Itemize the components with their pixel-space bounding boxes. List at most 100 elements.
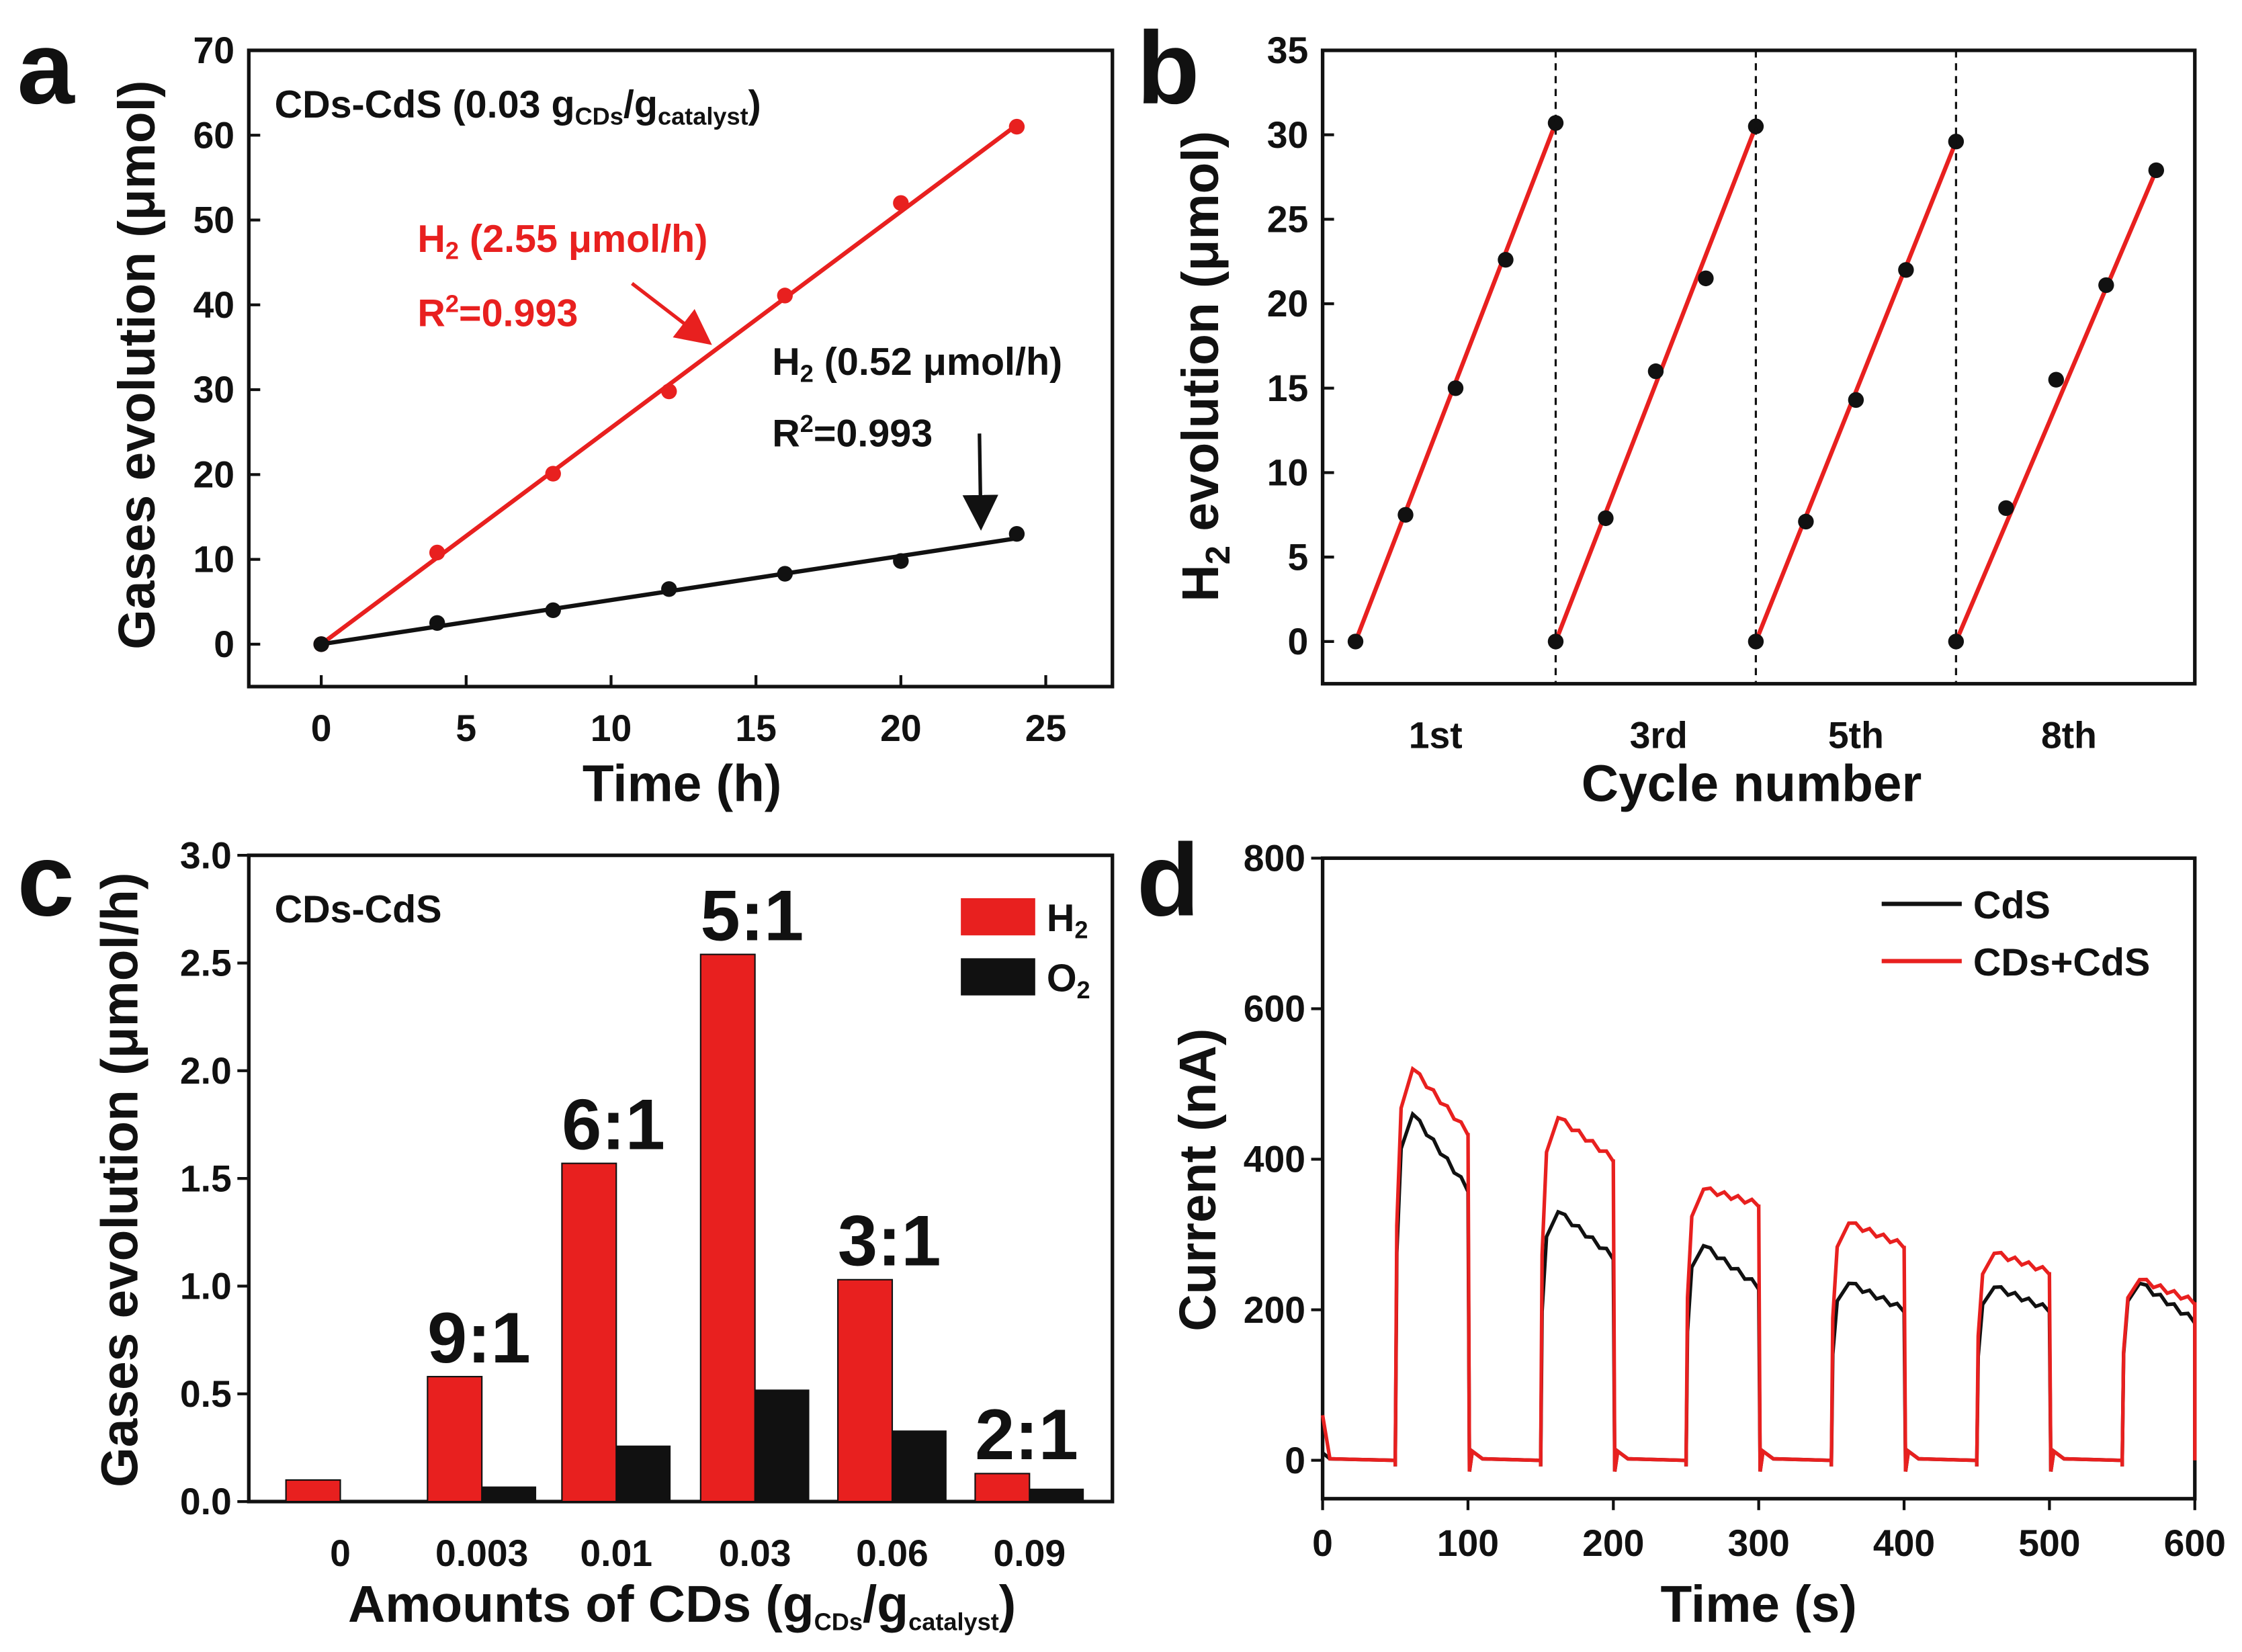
b-fit-line-cycle-2 (1553, 125, 1758, 643)
a-data-point-1 (893, 553, 909, 569)
a-y-tick-label: 20 (193, 453, 234, 495)
a-x-tick-label: 20 (880, 707, 922, 749)
b-data-point (1748, 634, 1764, 650)
c-bar-o2 (1029, 1488, 1084, 1502)
b-data-point (1698, 270, 1714, 287)
c-bar-h2 (837, 1278, 894, 1503)
d-x-tick-label: 200 (1582, 1522, 1644, 1564)
c-x-tick-label: 0.003 (435, 1532, 528, 1574)
d-x-tick-label: 600 (2164, 1522, 2226, 1564)
c-bar-o2 (892, 1430, 947, 1502)
b-x-axis-title: Cycle number (1582, 755, 1922, 812)
a-data-point-1 (777, 566, 793, 582)
a-y-tick-label: 10 (193, 539, 234, 580)
panel-label-c: c (17, 823, 75, 938)
a-black-arrow (962, 433, 998, 531)
a-red-arrow (631, 281, 712, 345)
a-data-point-0 (777, 288, 793, 304)
c-ratio-label: 6:1 (562, 1084, 665, 1164)
b-y-tick-label: 35 (1267, 30, 1309, 71)
a-data-point-0 (1008, 118, 1025, 135)
d-y-tick-label: 800 (1244, 838, 1305, 879)
c-y-tick-label: 0.0 (180, 1481, 232, 1522)
b-data-point (2048, 372, 2065, 388)
a-x-tick-label: 15 (735, 707, 777, 749)
c-y-tick-label: 1.0 (180, 1266, 232, 1307)
c-y-tick-label: 0.5 (180, 1373, 232, 1415)
a-x-tick-label: 25 (1025, 707, 1067, 749)
b-data-point (1798, 513, 1814, 530)
b-data-point (1898, 262, 1914, 278)
a-y-tick-label: 40 (193, 284, 234, 326)
b-data-point (1948, 634, 1965, 650)
a-data-point-1 (661, 581, 677, 597)
b-data-point (1498, 252, 1514, 268)
a-y-tick-label: 0 (214, 623, 234, 665)
c-y-tick-label: 2.5 (180, 943, 232, 984)
c-ratio-label: 2:1 (975, 1395, 1078, 1475)
d-x-tick-label: 400 (1873, 1522, 1935, 1564)
a-x-tick-label: 10 (591, 707, 632, 749)
b-y-axis-title: H2 evolution (μmol) (1172, 131, 1237, 602)
d-y-tick-label: 200 (1244, 1289, 1305, 1331)
d-x-tick-label: 100 (1437, 1522, 1499, 1564)
a-y-axis-title: Gases evolution (μmol) (109, 81, 166, 650)
c-sample-annotation: CDs-CdS (275, 888, 442, 931)
c-bar-o2 (482, 1486, 537, 1502)
c-legend-swatch-H2 (961, 898, 1035, 936)
b-x-tick-label: 5th (1828, 715, 1884, 756)
c-x-tick-label: 0 (330, 1532, 351, 1574)
b-y-tick-label: 20 (1267, 283, 1309, 324)
a-y-tick-label: 60 (193, 114, 234, 156)
a-data-point-1 (313, 636, 329, 652)
c-legend-label-O2: O2 (1047, 957, 1090, 1004)
d-y-tick-label: 0 (1285, 1440, 1305, 1481)
a-x-tick-label: 0 (311, 707, 332, 749)
a-x-axis-title: Time (h) (583, 755, 782, 812)
c-x-tick-label: 0.03 (719, 1532, 791, 1574)
c-bar-o2 (754, 1389, 810, 1502)
b-x-tick-label: 8th (2041, 715, 2097, 756)
a-data-point-0 (429, 544, 445, 561)
c-x-axis-title: Amounts of CDs (gCDs/gcatalyst) (348, 1576, 1016, 1636)
b-y-tick-label: 0 (1288, 621, 1309, 662)
b-y-tick-label: 15 (1267, 367, 1309, 409)
b-plot-frame (1320, 48, 2197, 686)
c-x-tick-label: 0.01 (580, 1532, 652, 1574)
a-data-point-1 (429, 615, 445, 632)
a-y-tick-label: 30 (193, 369, 234, 410)
d-x-tick-label: 0 (1312, 1522, 1333, 1564)
c-ratio-label: 5:1 (701, 875, 804, 955)
b-data-point (1998, 500, 2014, 516)
c-ratio-label: 9:1 (427, 1298, 531, 1378)
b-data-point (1748, 118, 1764, 134)
panel-label-d: d (1137, 823, 1200, 938)
panel-label-b: b (1137, 11, 1200, 126)
a-y-tick-label: 70 (193, 30, 234, 71)
b-data-point (2098, 277, 2114, 294)
b-y-tick-label: 10 (1267, 452, 1309, 494)
a-black-r2-label: R2=0.993 (772, 410, 933, 455)
d-legend-label: CDs+CdS (1973, 941, 2150, 984)
d-x-tick-label: 500 (2018, 1522, 2080, 1564)
b-y-tick-label: 5 (1288, 536, 1309, 578)
c-x-tick-label: 0.06 (856, 1532, 929, 1574)
b-fit-line-cycle-4 (1954, 169, 2159, 643)
d-y-axis-title: Current (nA) (1170, 1029, 1227, 1332)
c-bar-o2 (616, 1445, 671, 1502)
a-red-r2-label: R2=0.993 (417, 290, 578, 335)
a-data-point-1 (1008, 526, 1025, 542)
a-red-rate-label: H2 (2.55 μmol/h) (417, 218, 707, 265)
a-sample-annotation: CDs-CdS (0.03 gCDs/gcatalyst) (275, 83, 761, 130)
b-x-tick-label: 3rd (1630, 715, 1688, 756)
c-y-axis-title: Gases evolution (μmol/h) (91, 873, 148, 1487)
b-data-point (1547, 634, 1564, 650)
d-x-axis-title: Time (s) (1661, 1576, 1857, 1633)
c-bar-h2 (974, 1473, 1031, 1503)
c-legend-swatch-O2 (961, 958, 1035, 996)
b-data-point (1397, 507, 1414, 523)
c-bar-h2 (285, 1479, 341, 1503)
c-y-tick-label: 1.5 (180, 1158, 232, 1199)
a-data-point-0 (893, 195, 909, 211)
